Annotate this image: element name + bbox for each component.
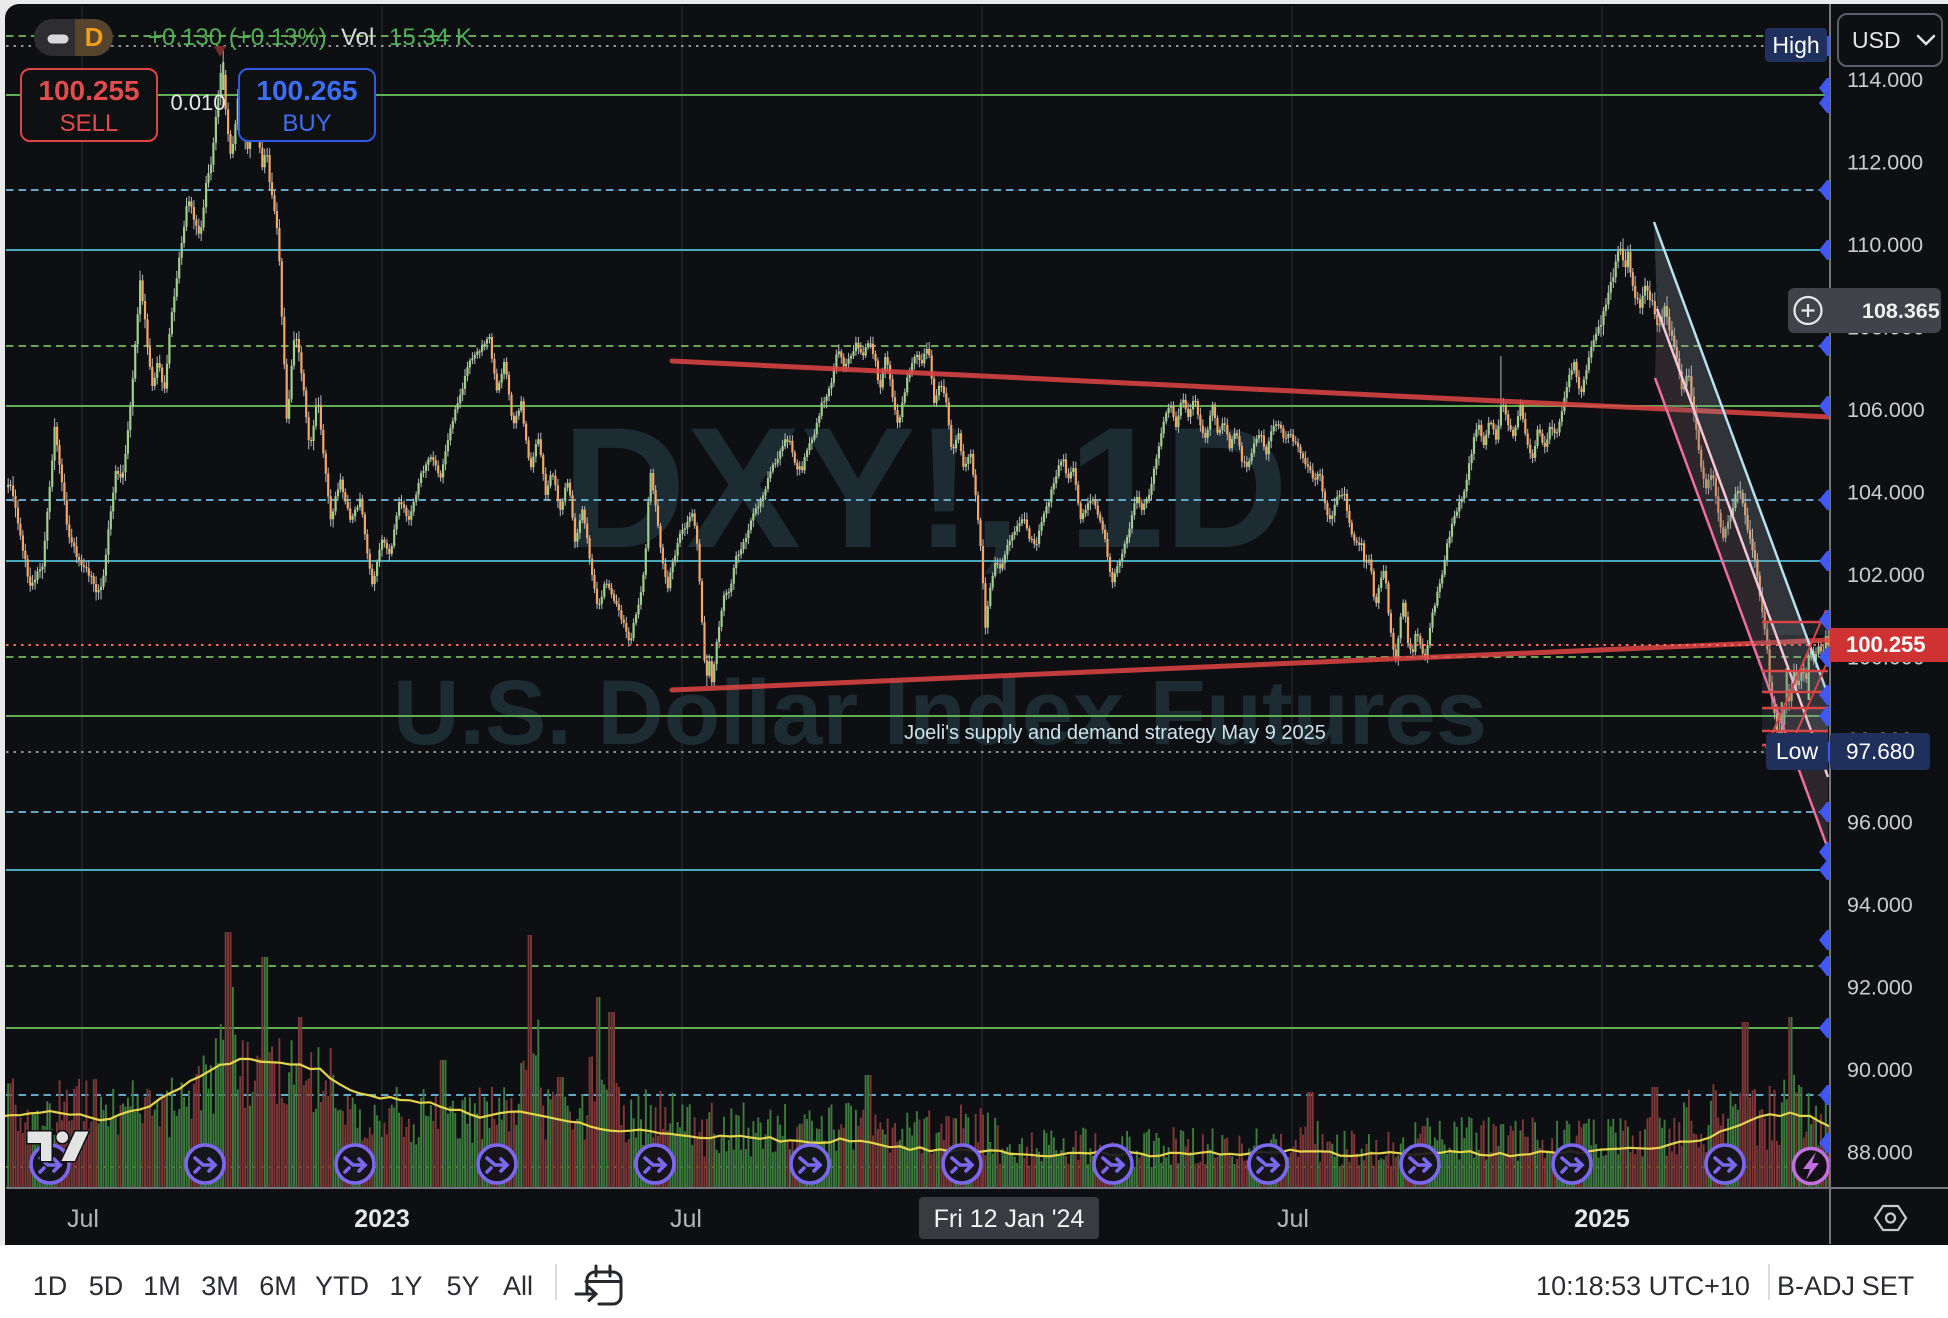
svg-text:Jul: Jul: [670, 1205, 702, 1233]
svg-text:15.34 K: 15.34 K: [389, 24, 472, 51]
svg-text:92.000: 92.000: [1847, 976, 1913, 1000]
svg-text:Jul: Jul: [67, 1205, 99, 1233]
svg-text:104.000: 104.000: [1847, 481, 1925, 505]
svg-text:100.265: 100.265: [256, 75, 357, 106]
svg-text:0.010: 0.010: [170, 90, 225, 115]
svg-text:All: All: [503, 1271, 533, 1301]
svg-text:Jul: Jul: [1277, 1205, 1309, 1233]
svg-text:5Y: 5Y: [446, 1271, 479, 1301]
svg-text:110.000: 110.000: [1847, 233, 1923, 257]
svg-text:USD: USD: [1852, 27, 1901, 53]
svg-text:94.000: 94.000: [1847, 893, 1913, 917]
svg-text:BUY: BUY: [282, 110, 331, 137]
svg-text:High: High: [1772, 32, 1819, 58]
svg-text:SET: SET: [1862, 1271, 1915, 1301]
svg-text:100.255: 100.255: [38, 75, 139, 106]
svg-text:2023: 2023: [354, 1205, 410, 1233]
svg-text:2025: 2025: [1574, 1205, 1630, 1233]
svg-text:97.680: 97.680: [1846, 739, 1915, 764]
svg-text:102.000: 102.000: [1847, 563, 1925, 587]
svg-text:88.000: 88.000: [1847, 1141, 1913, 1165]
svg-text:D: D: [85, 22, 104, 52]
svg-text:Fri 12 Jan '24: Fri 12 Jan '24: [934, 1205, 1085, 1233]
svg-text:106.000: 106.000: [1847, 398, 1925, 422]
svg-text:10:18:53 UTC+10: 10:18:53 UTC+10: [1536, 1271, 1750, 1301]
svg-text:1Y: 1Y: [389, 1271, 422, 1301]
svg-text:Joeli's supply and demand stra: Joeli's supply and demand strategy May 9…: [904, 722, 1326, 744]
svg-text:90.000: 90.000: [1847, 1058, 1913, 1082]
svg-text:Low: Low: [1776, 738, 1819, 764]
svg-text:+0.130 (+0.13%): +0.130 (+0.13%): [148, 24, 327, 51]
svg-text:SELL: SELL: [60, 110, 119, 137]
svg-text:6M: 6M: [259, 1271, 297, 1301]
svg-text:5D: 5D: [89, 1271, 124, 1301]
svg-text:108.365: 108.365: [1862, 299, 1940, 323]
svg-text:1M: 1M: [143, 1271, 181, 1301]
svg-text:3M: 3M: [201, 1271, 239, 1301]
svg-text:114.000: 114.000: [1847, 68, 1923, 92]
svg-text:DXY!, 1D: DXY!, 1D: [562, 392, 1288, 584]
svg-text:96.000: 96.000: [1847, 811, 1913, 835]
svg-text:100.255: 100.255: [1846, 632, 1926, 657]
svg-text:Vol: Vol: [341, 24, 374, 51]
svg-text:YTD: YTD: [315, 1271, 369, 1301]
svg-text:1D: 1D: [33, 1271, 68, 1301]
svg-text:B-ADJ: B-ADJ: [1777, 1271, 1855, 1301]
svg-text:112.000: 112.000: [1847, 150, 1923, 174]
